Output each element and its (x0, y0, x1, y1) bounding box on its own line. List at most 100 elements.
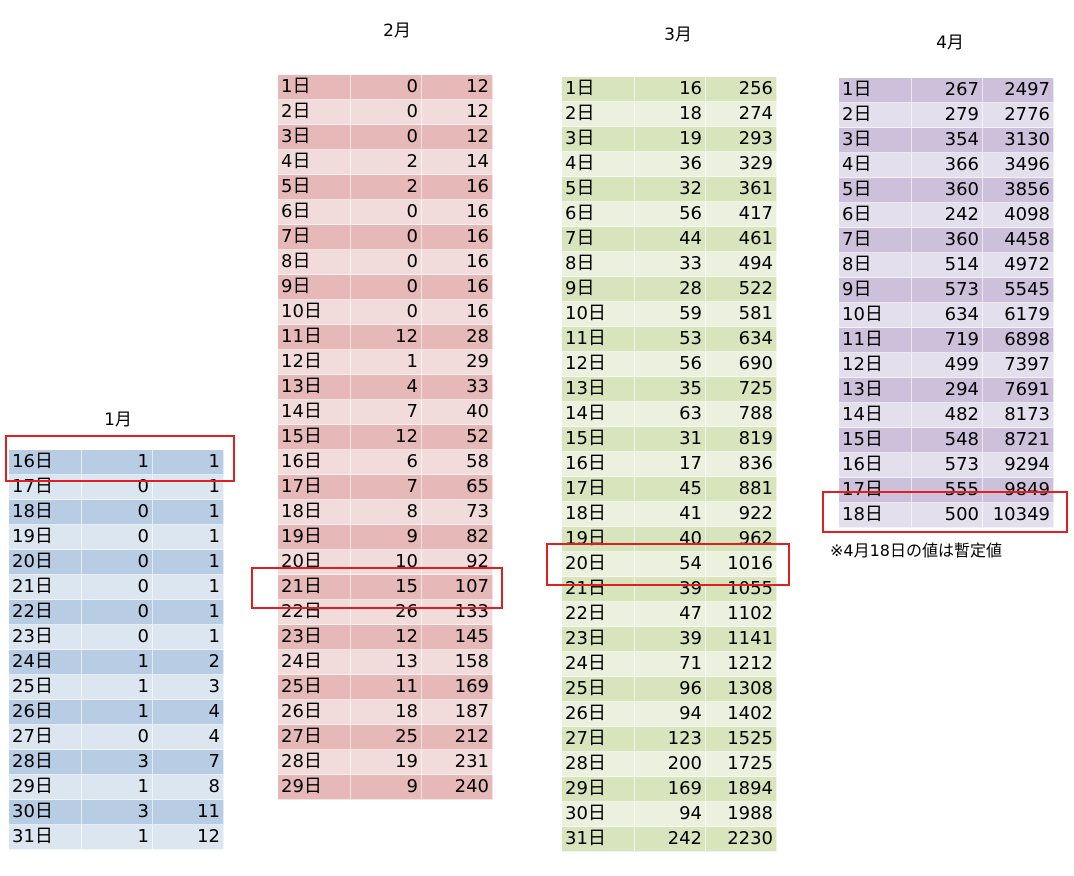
table-row: 4日 36 329 (562, 152, 777, 177)
note: ※4月18日の値は暫定値 (830, 541, 1002, 560)
table-row: 30日 3 11 (9, 800, 224, 825)
day-cell: 23日 (278, 625, 351, 650)
table-row: 11日 12 28 (278, 325, 493, 350)
value-cell: 12 (422, 75, 493, 100)
value-cell: 47 (635, 602, 706, 627)
table-row: 27日 25 212 (278, 725, 493, 750)
value-cell: 44 (635, 227, 706, 252)
value-cell: 45 (635, 477, 706, 502)
value-cell: 1212 (706, 652, 777, 677)
value-cell: 54 (635, 552, 706, 577)
value-cell: 0 (82, 725, 153, 750)
value-cell: 7397 (983, 353, 1054, 378)
table: 1日 0 12 2日 0 12 3日 0 12 4日 2 14 5日 2 16 6日 0 16 7日 0 16 8日 0 16… (278, 75, 493, 800)
value-cell: 573 (912, 278, 983, 303)
value-cell: 12 (422, 125, 493, 150)
value-cell: 25 (351, 725, 422, 750)
value-cell: 366 (912, 153, 983, 178)
value-cell: 92 (422, 550, 493, 575)
value-cell: 6898 (983, 328, 1054, 353)
table-row: 9日 28 522 (562, 277, 777, 302)
table-row: 22日 47 1102 (562, 602, 777, 627)
value-cell: 1 (153, 550, 224, 575)
value-cell: 581 (706, 302, 777, 327)
value-cell: 5545 (983, 278, 1054, 303)
value-cell: 242 (912, 203, 983, 228)
value-cell: 725 (706, 377, 777, 402)
value-cell: 158 (422, 650, 493, 675)
table-row: 22日 26 133 (278, 600, 493, 625)
day-cell: 28日 (278, 750, 351, 775)
value-cell: 145 (422, 625, 493, 650)
value-cell: 242 (635, 827, 706, 852)
value-cell: 1 (82, 700, 153, 725)
table: 1日 16 256 2日 18 274 3日 19 293 4日 36 329 5日 32 361 6日 56 4… (562, 77, 777, 852)
value-cell: 18 (635, 102, 706, 127)
value-cell: 0 (82, 550, 153, 575)
table-row: 13日 35 725 (562, 377, 777, 402)
day-cell: 31日 (562, 827, 635, 852)
table-row: 11日 53 634 (562, 327, 777, 352)
value-cell: 240 (422, 775, 493, 800)
table-row: 20日 54 1016 (562, 552, 777, 577)
value-cell: 33 (635, 252, 706, 277)
day-cell: 1日 (278, 75, 351, 100)
value-cell: 96 (635, 677, 706, 702)
table-row: 19日 9 82 (278, 525, 493, 550)
day-cell: 25日 (278, 675, 351, 700)
value-cell: 12 (351, 625, 422, 650)
value-cell: 33 (422, 375, 493, 400)
table-row: 21日 0 1 (9, 575, 224, 600)
value-cell: 9 (351, 525, 422, 550)
value-cell: 0 (351, 300, 422, 325)
day-cell: 5日 (562, 177, 635, 202)
value-cell: 9294 (983, 453, 1054, 478)
value-cell: 39 (635, 627, 706, 652)
value-cell: 294 (912, 378, 983, 403)
table-row: 17日 45 881 (562, 477, 777, 502)
day-cell: 29日 (562, 777, 635, 802)
table-row: 9日 573 5545 (839, 278, 1054, 303)
day-cell: 13日 (278, 375, 351, 400)
table-row: 10日 634 6179 (839, 303, 1054, 328)
value-cell: 9849 (983, 478, 1054, 503)
table-row: 6日 56 417 (562, 202, 777, 227)
day-cell: 8日 (839, 253, 912, 278)
day-cell: 23日 (9, 625, 82, 650)
value-cell: 17 (635, 452, 706, 477)
day-cell: 21日 (9, 575, 82, 600)
table-row: 3日 0 12 (278, 125, 493, 150)
table-row: 4日 2 14 (278, 150, 493, 175)
value-cell: 169 (635, 777, 706, 802)
value-cell: 354 (912, 128, 983, 153)
table-row: 25日 11 169 (278, 675, 493, 700)
value-cell: 690 (706, 352, 777, 377)
value-cell: 16 (422, 275, 493, 300)
value-cell: 53 (635, 327, 706, 352)
value-cell: 2 (351, 175, 422, 200)
day-cell: 17日 (839, 478, 912, 503)
value-cell: 94 (635, 702, 706, 727)
value-cell: 0 (351, 75, 422, 100)
table-row: 5日 360 3856 (839, 178, 1054, 203)
value-cell: 18 (351, 700, 422, 725)
value-cell: 26 (351, 600, 422, 625)
value-cell: 417 (706, 202, 777, 227)
table-row: 1日 267 2497 (839, 78, 1054, 103)
value-cell: 36 (635, 152, 706, 177)
table-row: 20日 10 92 (278, 550, 493, 575)
value-cell: 19 (351, 750, 422, 775)
day-cell: 26日 (278, 700, 351, 725)
day-cell: 8日 (278, 250, 351, 275)
table-row: 8日 33 494 (562, 252, 777, 277)
day-cell: 9日 (278, 275, 351, 300)
value-cell: 11 (153, 800, 224, 825)
day-cell: 11日 (839, 328, 912, 353)
table-row: 28日 19 231 (278, 750, 493, 775)
value-cell: 2 (153, 650, 224, 675)
value-cell: 1308 (706, 677, 777, 702)
day-cell: 9日 (839, 278, 912, 303)
table-row: 9日 0 16 (278, 275, 493, 300)
table-row: 31日 242 2230 (562, 827, 777, 852)
day-cell: 16日 (9, 450, 82, 475)
